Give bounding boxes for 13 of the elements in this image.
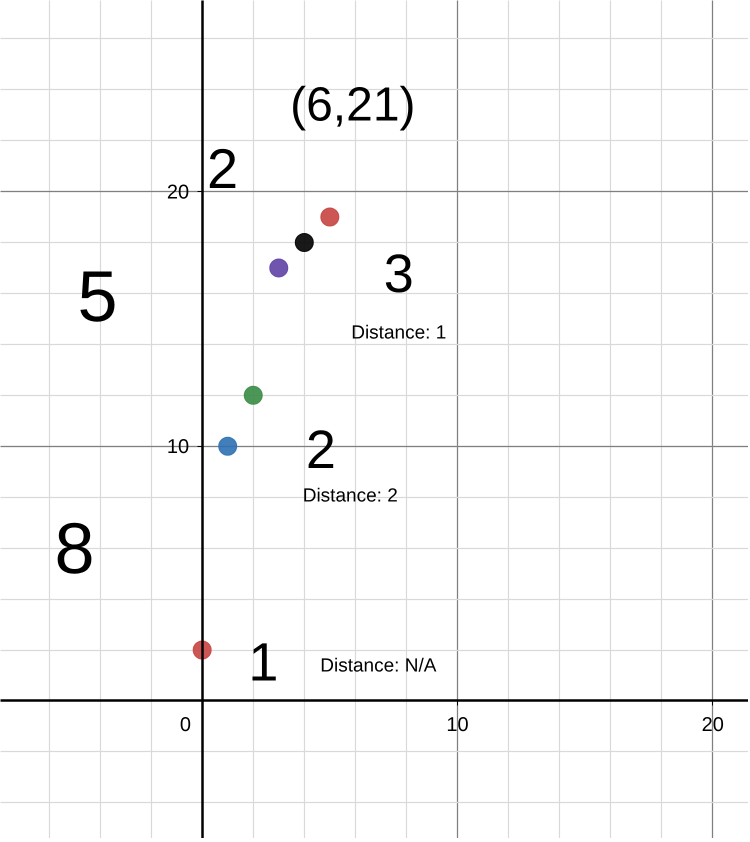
x-tick-label: 0: [180, 714, 224, 736]
x-tick-label: 10: [446, 714, 469, 736]
annotation: 2: [306, 420, 336, 480]
annotation: 5: [77, 256, 118, 337]
annotation: 1: [248, 632, 278, 692]
annotation: Distance: 2: [302, 485, 398, 506]
annotation: Distance: N/A: [320, 656, 437, 677]
annotation: Distance: 1: [351, 322, 446, 344]
annotation: 8: [54, 509, 95, 590]
annotation: (6,21): [290, 78, 416, 132]
annotation: 2: [207, 137, 238, 200]
x-tick-label: 20: [702, 714, 724, 736]
annotation: 3: [384, 244, 414, 304]
